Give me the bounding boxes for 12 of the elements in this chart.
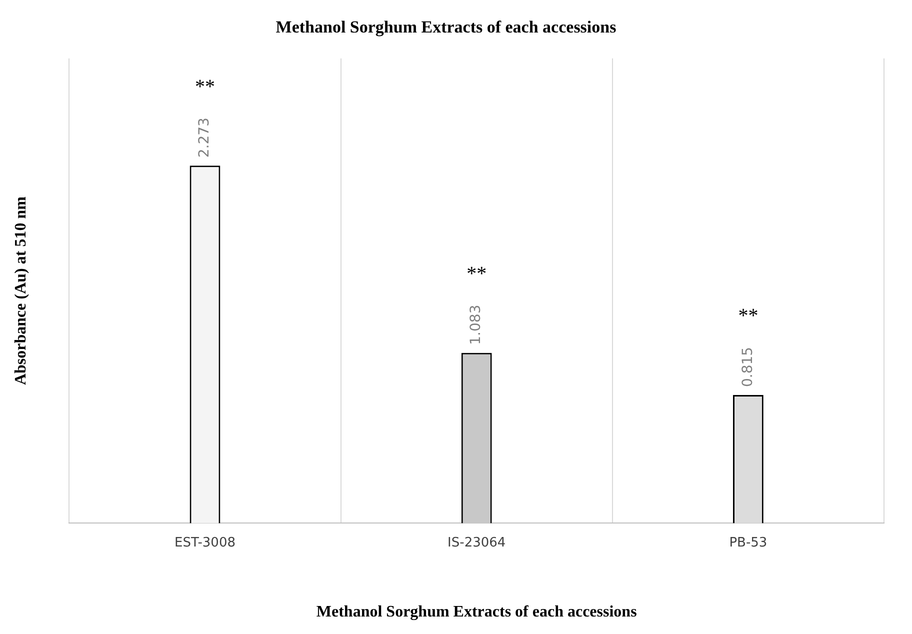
- data-label: 2.273: [196, 118, 213, 158]
- x-tick-label: PB-53: [729, 535, 768, 550]
- x-tick-label: IS-23064: [448, 535, 506, 550]
- chart-title: Methanol Sorghum Extracts of each accessions: [276, 18, 617, 37]
- y-axis-title: Absorbance (Au) at 510 nm: [12, 196, 30, 386]
- x-axis-title: Methanol Sorghum Extracts of each accessions: [316, 604, 637, 621]
- annotation: **: [738, 305, 758, 328]
- x-tick-label: EST-3008: [174, 535, 236, 550]
- text: **: [195, 76, 215, 98]
- data-label: 0.815: [740, 346, 756, 387]
- data-label: 1.083: [468, 304, 484, 345]
- annotation: **: [466, 263, 487, 286]
